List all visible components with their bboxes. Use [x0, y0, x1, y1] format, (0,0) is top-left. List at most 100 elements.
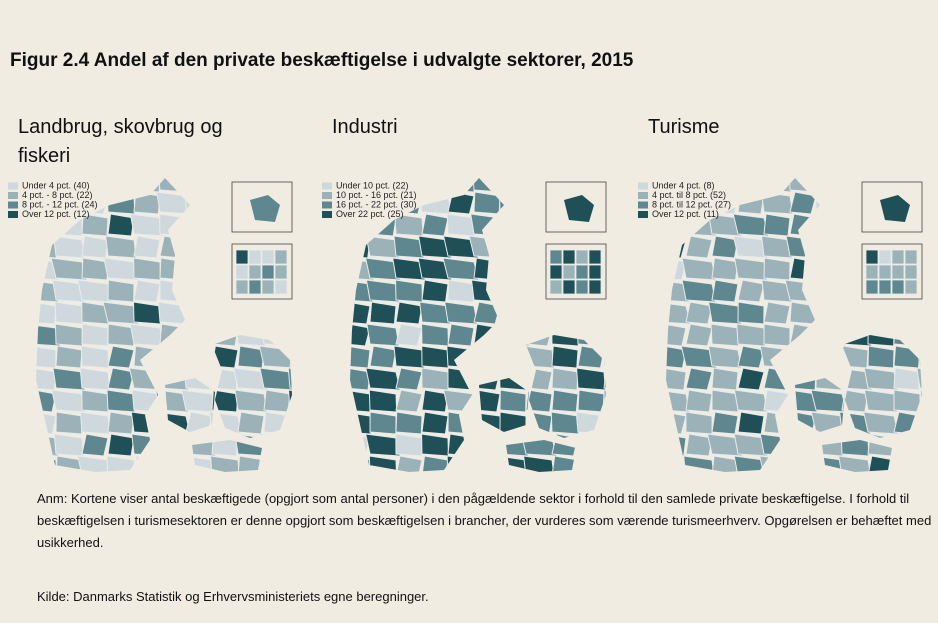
municipality [894, 434, 920, 456]
municipality [158, 302, 187, 324]
municipality [344, 302, 370, 324]
municipality [574, 302, 608, 324]
municipality [842, 236, 868, 258]
municipality [522, 192, 556, 214]
municipality [816, 324, 842, 346]
inset-municipality [236, 265, 248, 279]
inset-municipality [236, 250, 248, 264]
municipality [839, 456, 872, 478]
municipality [367, 324, 399, 346]
inset-municipality [589, 280, 601, 294]
inset-municipality [589, 265, 601, 279]
municipality [576, 412, 606, 434]
municipality [28, 434, 58, 456]
municipality [445, 302, 478, 324]
municipality [474, 368, 500, 390]
municipality [920, 258, 938, 280]
inset-municipality [905, 280, 917, 294]
municipality [816, 324, 842, 346]
municipality [212, 170, 238, 192]
legend-label: Under 4 pct. (8) [652, 180, 715, 190]
municipality [600, 346, 633, 368]
figure-title: Figur 2.4 Andel af den private beskæftig… [10, 50, 633, 72]
municipality [105, 170, 138, 192]
municipality [894, 434, 920, 456]
municipality [235, 390, 267, 412]
municipality [207, 170, 243, 192]
municipality [264, 302, 290, 324]
municipality [686, 412, 712, 434]
municipality [497, 302, 528, 324]
municipality [469, 236, 505, 258]
municipality [841, 434, 869, 456]
inset-municipality [550, 250, 562, 264]
legend-swatch [8, 211, 18, 218]
municipality [238, 170, 264, 192]
municipality [604, 258, 630, 280]
municipality [422, 324, 449, 346]
municipality [186, 346, 212, 368]
legend-label: Over 12 pct. (11) [652, 209, 719, 219]
municipality [816, 214, 842, 236]
municipality [344, 324, 370, 346]
municipality [577, 324, 605, 346]
municipality [738, 170, 764, 192]
municipality [286, 192, 320, 214]
municipality [500, 280, 526, 302]
municipality [868, 346, 894, 368]
municipality [892, 302, 922, 324]
municipality [552, 324, 579, 346]
municipality [396, 280, 423, 302]
municipality [815, 258, 843, 280]
municipality [738, 280, 764, 302]
municipality [815, 434, 843, 456]
municipality [52, 390, 86, 412]
municipality [210, 302, 241, 324]
municipality [918, 170, 938, 192]
municipality [184, 280, 214, 302]
municipality [709, 302, 742, 324]
municipality [686, 302, 712, 324]
inset-municipality [905, 265, 917, 279]
municipality [184, 368, 213, 390]
municipality [289, 214, 317, 236]
municipality [186, 236, 212, 258]
municipality [764, 324, 790, 346]
municipality [51, 258, 87, 280]
legend-swatch [8, 192, 18, 199]
municipality [108, 280, 134, 302]
bornholm [564, 195, 594, 222]
inset-municipality [866, 280, 878, 294]
municipality [288, 456, 317, 478]
municipality [160, 456, 186, 478]
municipality [813, 280, 846, 302]
municipality [500, 390, 526, 412]
municipality [238, 302, 264, 324]
legend-swatch [638, 211, 648, 218]
municipality [868, 324, 894, 346]
municipality [526, 324, 552, 346]
inset-municipality [275, 265, 287, 279]
municipality [264, 170, 290, 192]
inset-municipality [275, 250, 287, 264]
municipality [686, 236, 712, 258]
municipality [865, 390, 898, 412]
municipality [842, 236, 868, 258]
inset-municipality [275, 280, 287, 294]
municipality [602, 434, 632, 456]
municipality [234, 302, 268, 324]
municipality [108, 324, 134, 346]
municipality [893, 170, 922, 192]
municipality [920, 390, 938, 412]
municipality [816, 368, 842, 390]
municipality [473, 170, 501, 192]
municipality [601, 412, 634, 434]
municipality [499, 258, 527, 280]
municipality [448, 192, 474, 214]
inset-municipality [905, 250, 917, 264]
municipality [259, 346, 294, 368]
municipality [108, 346, 134, 368]
municipality [813, 170, 844, 192]
municipality [286, 412, 320, 434]
municipality [919, 214, 938, 236]
